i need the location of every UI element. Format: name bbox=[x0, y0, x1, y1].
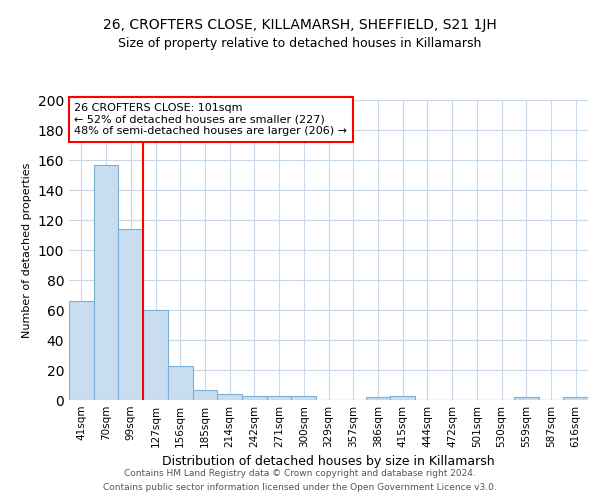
Bar bbox=[193, 390, 217, 400]
Text: 26 CROFTERS CLOSE: 101sqm
← 52% of detached houses are smaller (227)
48% of semi: 26 CROFTERS CLOSE: 101sqm ← 52% of detac… bbox=[74, 103, 347, 136]
Bar bbox=[242, 396, 267, 400]
Bar bbox=[217, 394, 242, 400]
Bar bbox=[118, 229, 143, 400]
Bar bbox=[143, 310, 168, 400]
Y-axis label: Number of detached properties: Number of detached properties bbox=[22, 162, 32, 338]
Text: Contains public sector information licensed under the Open Government Licence v3: Contains public sector information licen… bbox=[103, 484, 497, 492]
Text: Size of property relative to detached houses in Killamarsh: Size of property relative to detached ho… bbox=[118, 38, 482, 51]
Bar bbox=[390, 396, 415, 400]
Bar bbox=[94, 164, 118, 400]
Text: 26, CROFTERS CLOSE, KILLAMARSH, SHEFFIELD, S21 1JH: 26, CROFTERS CLOSE, KILLAMARSH, SHEFFIEL… bbox=[103, 18, 497, 32]
Bar bbox=[168, 366, 193, 400]
Bar bbox=[267, 396, 292, 400]
Bar bbox=[514, 397, 539, 400]
Text: Contains HM Land Registry data © Crown copyright and database right 2024.: Contains HM Land Registry data © Crown c… bbox=[124, 468, 476, 477]
Bar bbox=[365, 397, 390, 400]
Bar bbox=[69, 301, 94, 400]
Bar bbox=[563, 397, 588, 400]
X-axis label: Distribution of detached houses by size in Killamarsh: Distribution of detached houses by size … bbox=[162, 456, 495, 468]
Bar bbox=[292, 396, 316, 400]
